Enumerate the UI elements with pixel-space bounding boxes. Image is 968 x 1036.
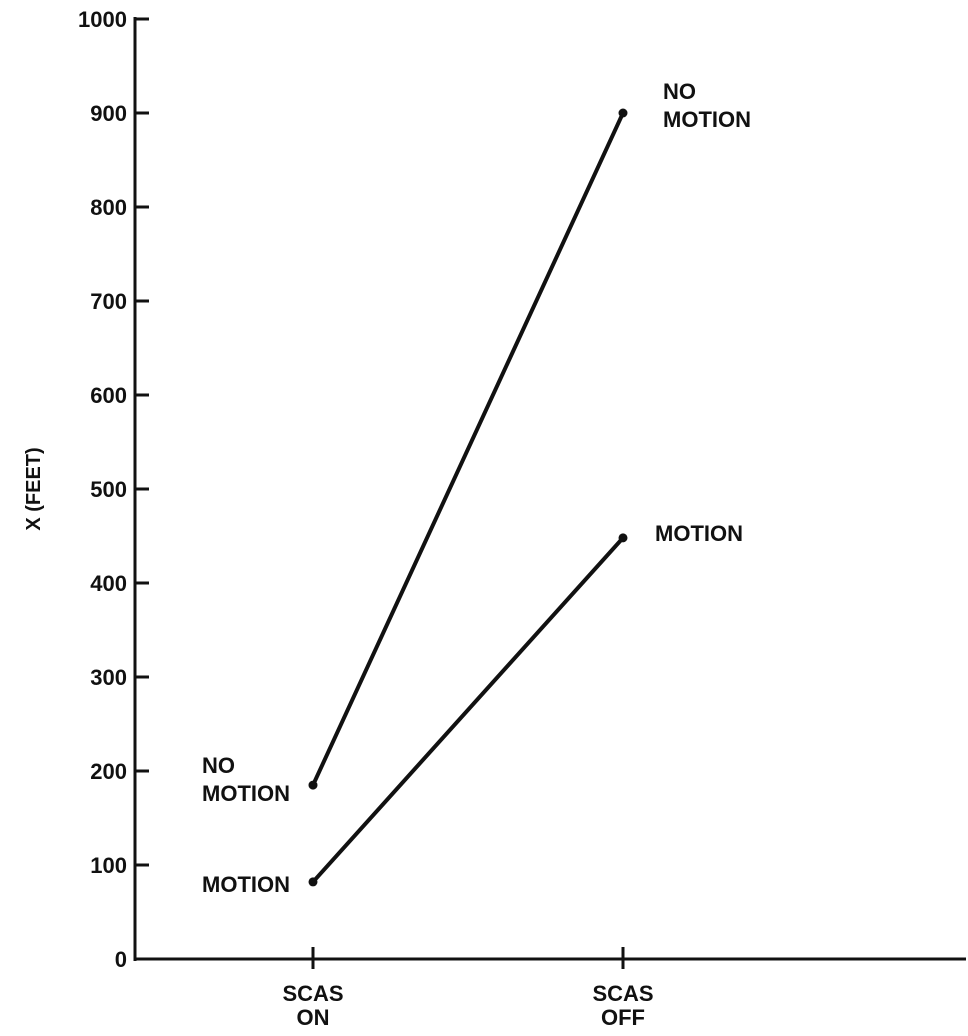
y-ticks: 0 100 200 300 400 500 600 700 800 900 1000 <box>78 7 149 972</box>
data-point <box>618 108 628 118</box>
x-category-label: SCAS OFF <box>592 981 653 1030</box>
x-category-label-line: ON <box>297 1005 330 1030</box>
point-annotation-line: MOTION <box>655 521 743 546</box>
data-point <box>308 780 318 790</box>
y-tick-label: 400 <box>90 571 127 596</box>
point-annotation-line: NO <box>663 79 696 104</box>
annotations: NO MOTION NO MOTION MOTION MOTION <box>202 79 751 897</box>
y-tick-label: 1000 <box>78 7 127 32</box>
y-tick-label: 500 <box>90 477 127 502</box>
point-annotation-line: MOTION <box>663 107 751 132</box>
x-category-label-line: SCAS <box>282 981 343 1006</box>
x-category-label: SCAS ON <box>282 981 343 1030</box>
y-tick-label: 700 <box>90 289 127 314</box>
axes <box>133 17 966 961</box>
y-tick-label: 300 <box>90 665 127 690</box>
y-tick-label: 200 <box>90 759 127 784</box>
point-annotation-line: NO <box>202 753 235 778</box>
point-annotation: MOTION <box>655 521 743 546</box>
point-annotation: MOTION <box>202 872 290 897</box>
y-tick-label: 900 <box>90 101 127 126</box>
y-tick-label: 100 <box>90 853 127 878</box>
x-category-label-line: SCAS <box>592 981 653 1006</box>
y-tick-label: 0 <box>115 947 127 972</box>
series-group <box>308 108 628 887</box>
y-axis-label: X (FEET) <box>23 447 45 530</box>
y-tick-label: 600 <box>90 383 127 408</box>
series-line <box>311 535 625 884</box>
x-category-label-line: OFF <box>601 1005 645 1030</box>
data-point <box>308 877 318 887</box>
y-tick-label: 800 <box>90 195 127 220</box>
data-point <box>618 533 628 543</box>
point-annotation: NO MOTION <box>663 79 751 132</box>
point-annotation-line: MOTION <box>202 781 290 806</box>
series-line <box>311 111 625 788</box>
point-annotation: NO MOTION <box>202 753 290 806</box>
point-annotation-line: MOTION <box>202 872 290 897</box>
